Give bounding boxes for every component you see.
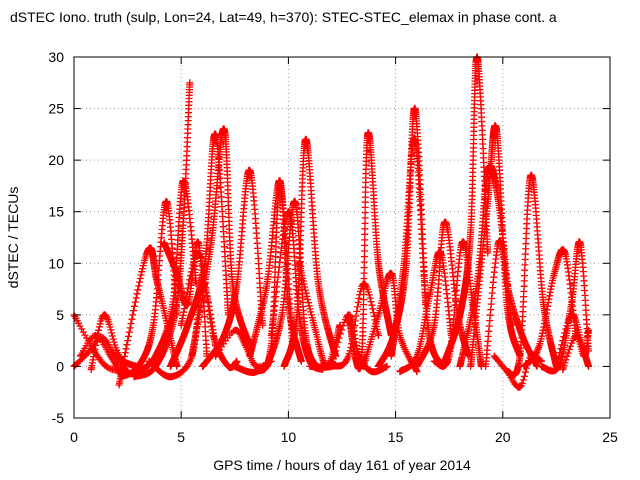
y-tick-label: 15 xyxy=(48,204,64,220)
plus-markers xyxy=(439,53,492,370)
x-tick-label: 15 xyxy=(388,429,404,445)
x-tick-label: 25 xyxy=(602,429,618,445)
x-tick-label: 0 xyxy=(70,429,78,445)
plus-markers xyxy=(280,135,340,370)
plus-markers xyxy=(396,248,455,376)
dstec-arc-series xyxy=(396,248,455,376)
dstec-arc-series xyxy=(559,326,593,373)
dstec-arc-series xyxy=(199,166,267,370)
dstec-arc-series xyxy=(503,171,560,379)
dstec-arc-series xyxy=(130,79,194,381)
plot-area xyxy=(70,53,593,391)
plus-markers xyxy=(559,326,593,373)
plus-markers xyxy=(167,130,232,370)
y-axis-title: dSTEC / TECUs xyxy=(5,187,21,289)
y-tick-label: 10 xyxy=(48,255,64,271)
y-tick-label: -5 xyxy=(52,410,65,426)
dstec-arc-series xyxy=(167,130,232,370)
y-tick-label: 30 xyxy=(48,49,64,65)
dstec-arc-series xyxy=(344,129,395,373)
plus-markers xyxy=(130,79,194,381)
x-tick-label: 10 xyxy=(281,429,297,445)
plus-markers xyxy=(199,166,267,370)
dstec-arc-series xyxy=(482,237,541,370)
y-tick-label: 5 xyxy=(56,307,64,323)
dstec-arc-series xyxy=(439,53,492,370)
y-tick-label: 25 xyxy=(48,101,64,117)
x-tick-label: 5 xyxy=(177,429,185,445)
dstec-arc-series xyxy=(87,311,140,373)
ticks: 0 5 10 15 20 25 -5 0 5 10 15 20 25 30 xyxy=(48,49,618,445)
chart-title: dSTEC Iono. truth (sulp, Lon=24, Lat=49,… xyxy=(10,9,557,25)
plus-markers xyxy=(344,129,395,373)
plus-markers xyxy=(87,311,140,373)
y-tick-label: 0 xyxy=(56,358,64,374)
plot-frame xyxy=(73,56,611,419)
dstec-arc-series xyxy=(246,177,305,365)
x-axis-title: GPS time / hours of day 161 of year 2014 xyxy=(213,457,471,473)
y-tick-label: 20 xyxy=(48,152,64,168)
plus-markers xyxy=(246,177,305,365)
dstec-arc-series xyxy=(76,332,125,379)
plus-markers xyxy=(482,237,541,370)
plus-markers xyxy=(76,332,125,379)
dstec-arc-series xyxy=(280,135,340,370)
plus-markers xyxy=(503,171,560,379)
x-tick-label: 20 xyxy=(495,429,511,445)
